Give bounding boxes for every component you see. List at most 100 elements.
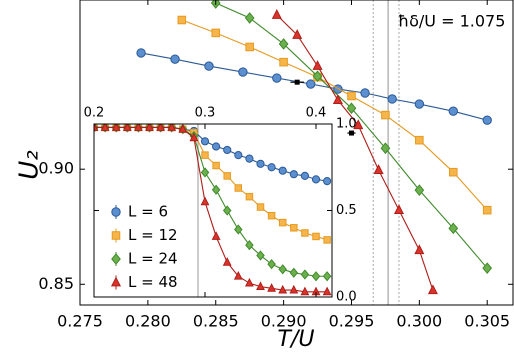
plot-clip — [94, 124, 332, 297]
marker — [373, 164, 384, 174]
marker — [267, 211, 276, 220]
crossing-point — [348, 130, 354, 136]
marker — [267, 259, 276, 270]
marker — [323, 176, 332, 186]
marker — [448, 167, 458, 177]
marker — [200, 137, 210, 146]
marker — [427, 284, 438, 295]
marker — [204, 61, 214, 71]
marker — [312, 70, 323, 83]
marker — [133, 124, 143, 131]
x-tick-label: 0.300 — [396, 312, 442, 331]
x-tick-label: 0.285 — [193, 312, 239, 331]
marker — [300, 269, 310, 280]
marker — [223, 145, 232, 155]
x-tick-label: 0.275 — [57, 312, 103, 331]
marker — [300, 286, 310, 296]
marker — [222, 257, 232, 266]
marker — [301, 229, 309, 237]
marker — [292, 29, 303, 39]
marker — [222, 205, 232, 216]
legend: L = 6 L = 12 L = 24 L = 48 — [110, 203, 178, 291]
y-tick-label: 0.85 — [38, 274, 74, 293]
marker — [278, 264, 287, 275]
marker — [111, 207, 121, 217]
marker — [177, 15, 187, 25]
marker — [256, 250, 265, 261]
x-tick-label: 0.290 — [261, 312, 307, 331]
marker — [223, 172, 231, 180]
plot-clip — [136, 0, 493, 305]
marker — [245, 154, 254, 163]
axes-frame — [79, 0, 514, 306]
marker — [267, 163, 276, 172]
x-tick-label: 0.4 — [306, 106, 327, 121]
annotation: ħδ/U = 1.075 — [398, 12, 505, 31]
marker — [347, 91, 356, 101]
marker — [312, 232, 320, 241]
legend-label: L = 48 — [128, 273, 178, 291]
marker — [482, 115, 492, 125]
marker — [414, 184, 425, 196]
marker — [312, 60, 323, 70]
marker — [322, 286, 332, 296]
marker — [94, 124, 99, 131]
marker — [346, 102, 357, 115]
marker — [189, 132, 199, 142]
marker — [233, 271, 243, 280]
marker — [381, 110, 390, 120]
marker — [200, 196, 210, 206]
marker — [238, 67, 248, 77]
marker — [212, 161, 220, 170]
marker — [482, 205, 492, 215]
legend-label: L = 12 — [128, 226, 178, 244]
marker — [272, 73, 282, 83]
marker — [414, 99, 425, 109]
marker — [136, 48, 146, 58]
plot-area: 0.2 0.3 0.4 0.0 0.5 1.0 — [84, 106, 357, 305]
legend-label: L = 24 — [128, 250, 178, 268]
marker — [311, 271, 321, 282]
marker — [100, 124, 110, 131]
marker — [267, 283, 277, 292]
marker — [178, 124, 188, 133]
crossing-point — [294, 79, 300, 85]
marker — [212, 142, 221, 151]
x-tick-label: 0.295 — [329, 312, 375, 331]
marker — [482, 262, 493, 274]
y-tick-label: 0.0 — [336, 290, 357, 305]
marker — [122, 124, 132, 131]
marker — [360, 88, 370, 98]
marker — [300, 171, 310, 180]
y-tick-label: 0.5 — [336, 203, 357, 218]
x-axis-label: T/U — [278, 327, 315, 352]
marker — [323, 236, 331, 244]
marker — [448, 106, 458, 116]
y-tick-label: 0.90 — [38, 159, 74, 178]
marker — [245, 42, 254, 52]
plot-background — [94, 124, 332, 297]
marker — [278, 284, 288, 294]
series-line — [140, 52, 488, 121]
marker — [387, 94, 397, 104]
marker — [244, 277, 254, 287]
marker — [201, 151, 209, 159]
marker — [245, 239, 254, 251]
y-axis-label: U₂ — [15, 150, 45, 179]
marker — [156, 124, 166, 131]
marker — [256, 203, 265, 211]
legend-label: L = 6 — [128, 203, 168, 221]
x-tick-label: 0.305 — [464, 312, 510, 331]
marker — [256, 281, 265, 290]
series-line — [94, 126, 328, 293]
marker — [353, 119, 364, 130]
marker — [170, 54, 180, 64]
marker — [256, 159, 265, 168]
y-tick-label: 1.0 — [336, 117, 357, 132]
marker — [332, 94, 343, 104]
x-tick-label: 0.3 — [195, 106, 216, 121]
marker — [111, 253, 121, 265]
x-tick-label: 0.280 — [125, 312, 171, 331]
marker — [278, 166, 287, 175]
